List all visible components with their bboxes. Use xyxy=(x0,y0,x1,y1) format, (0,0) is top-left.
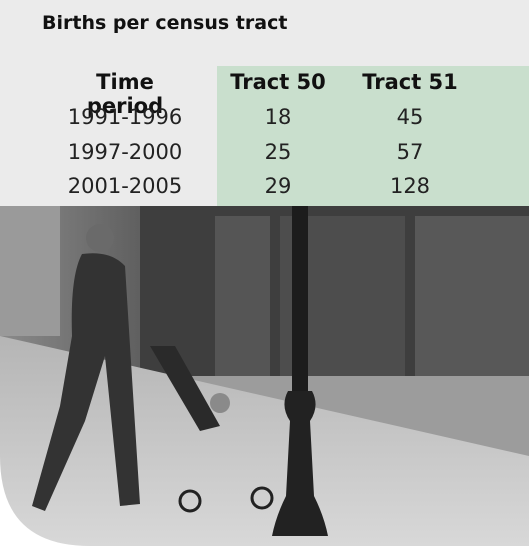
births-cell: 18 xyxy=(208,105,348,129)
column-header: Tract 51 xyxy=(340,70,480,94)
infographic: Births per census tract Time periodTract… xyxy=(0,0,529,546)
period-cell: 1991-1996 xyxy=(55,105,195,129)
births-cell: 57 xyxy=(340,140,480,164)
photo xyxy=(0,206,529,546)
column-header: Tract 50 xyxy=(208,70,348,94)
title: Births per census tract xyxy=(42,12,287,34)
period-cell: 2001-2005 xyxy=(55,174,195,198)
births-cell: 29 xyxy=(208,174,348,198)
births-cell: 45 xyxy=(340,105,480,129)
period-cell: 1997-2000 xyxy=(55,140,195,164)
births-cell: 128 xyxy=(340,174,480,198)
births-cell: 25 xyxy=(208,140,348,164)
